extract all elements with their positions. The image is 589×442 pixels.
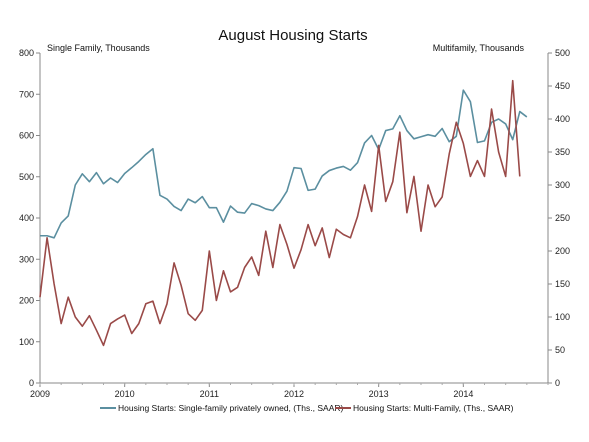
- left-tick-label: 600: [19, 131, 34, 141]
- left-tick-label: 800: [19, 48, 34, 58]
- right-tick-label: 50: [555, 345, 565, 355]
- legend-label-multifamily: Housing Starts: Multi-Family, (Ths., SAA…: [353, 403, 514, 413]
- left-tick-label: 200: [19, 296, 34, 306]
- right-tick-label: 200: [555, 246, 570, 256]
- legend-label-single-family: Housing Starts: Single-family privately …: [118, 403, 344, 413]
- x-tick-label: 2013: [369, 389, 389, 399]
- right-tick-label: 250: [555, 213, 570, 223]
- left-tick-label: 700: [19, 89, 34, 99]
- multifamily-series-line: [39, 79, 521, 347]
- right-tick-label: 400: [555, 114, 570, 124]
- left-tick-label: 100: [19, 337, 34, 347]
- left-axis-label: Single Family, Thousands: [47, 43, 150, 53]
- left-tick-label: 0: [29, 378, 34, 388]
- plot-area: 0 100 200 300 400 500 600 700 800 0 50 100 150 200 250…: [19, 48, 570, 399]
- right-tick-label: 100: [555, 312, 570, 322]
- right-tick-label: 150: [555, 279, 570, 289]
- right-tick-label: 300: [555, 180, 570, 190]
- x-tick-label: 2012: [284, 389, 304, 399]
- x-tick-label: 2014: [453, 389, 473, 399]
- right-tick-label: 500: [555, 48, 570, 58]
- legend: Housing Starts: Single-family privately …: [100, 403, 514, 413]
- chart-title: August Housing Starts: [218, 27, 367, 44]
- single-family-series-line: [40, 89, 528, 239]
- left-tick-label: 500: [19, 172, 34, 182]
- right-axis-label: Multifamily, Thousands: [433, 43, 525, 53]
- left-tick-label: 400: [19, 213, 34, 223]
- right-tick-label: 0: [555, 378, 560, 388]
- right-tick-label: 350: [555, 147, 570, 157]
- x-tick-label: 2010: [115, 389, 135, 399]
- x-tick-label: 2011: [200, 389, 219, 399]
- x-tick-label: 2009: [30, 389, 50, 399]
- right-tick-label: 450: [555, 81, 570, 91]
- left-tick-label: 300: [19, 254, 34, 264]
